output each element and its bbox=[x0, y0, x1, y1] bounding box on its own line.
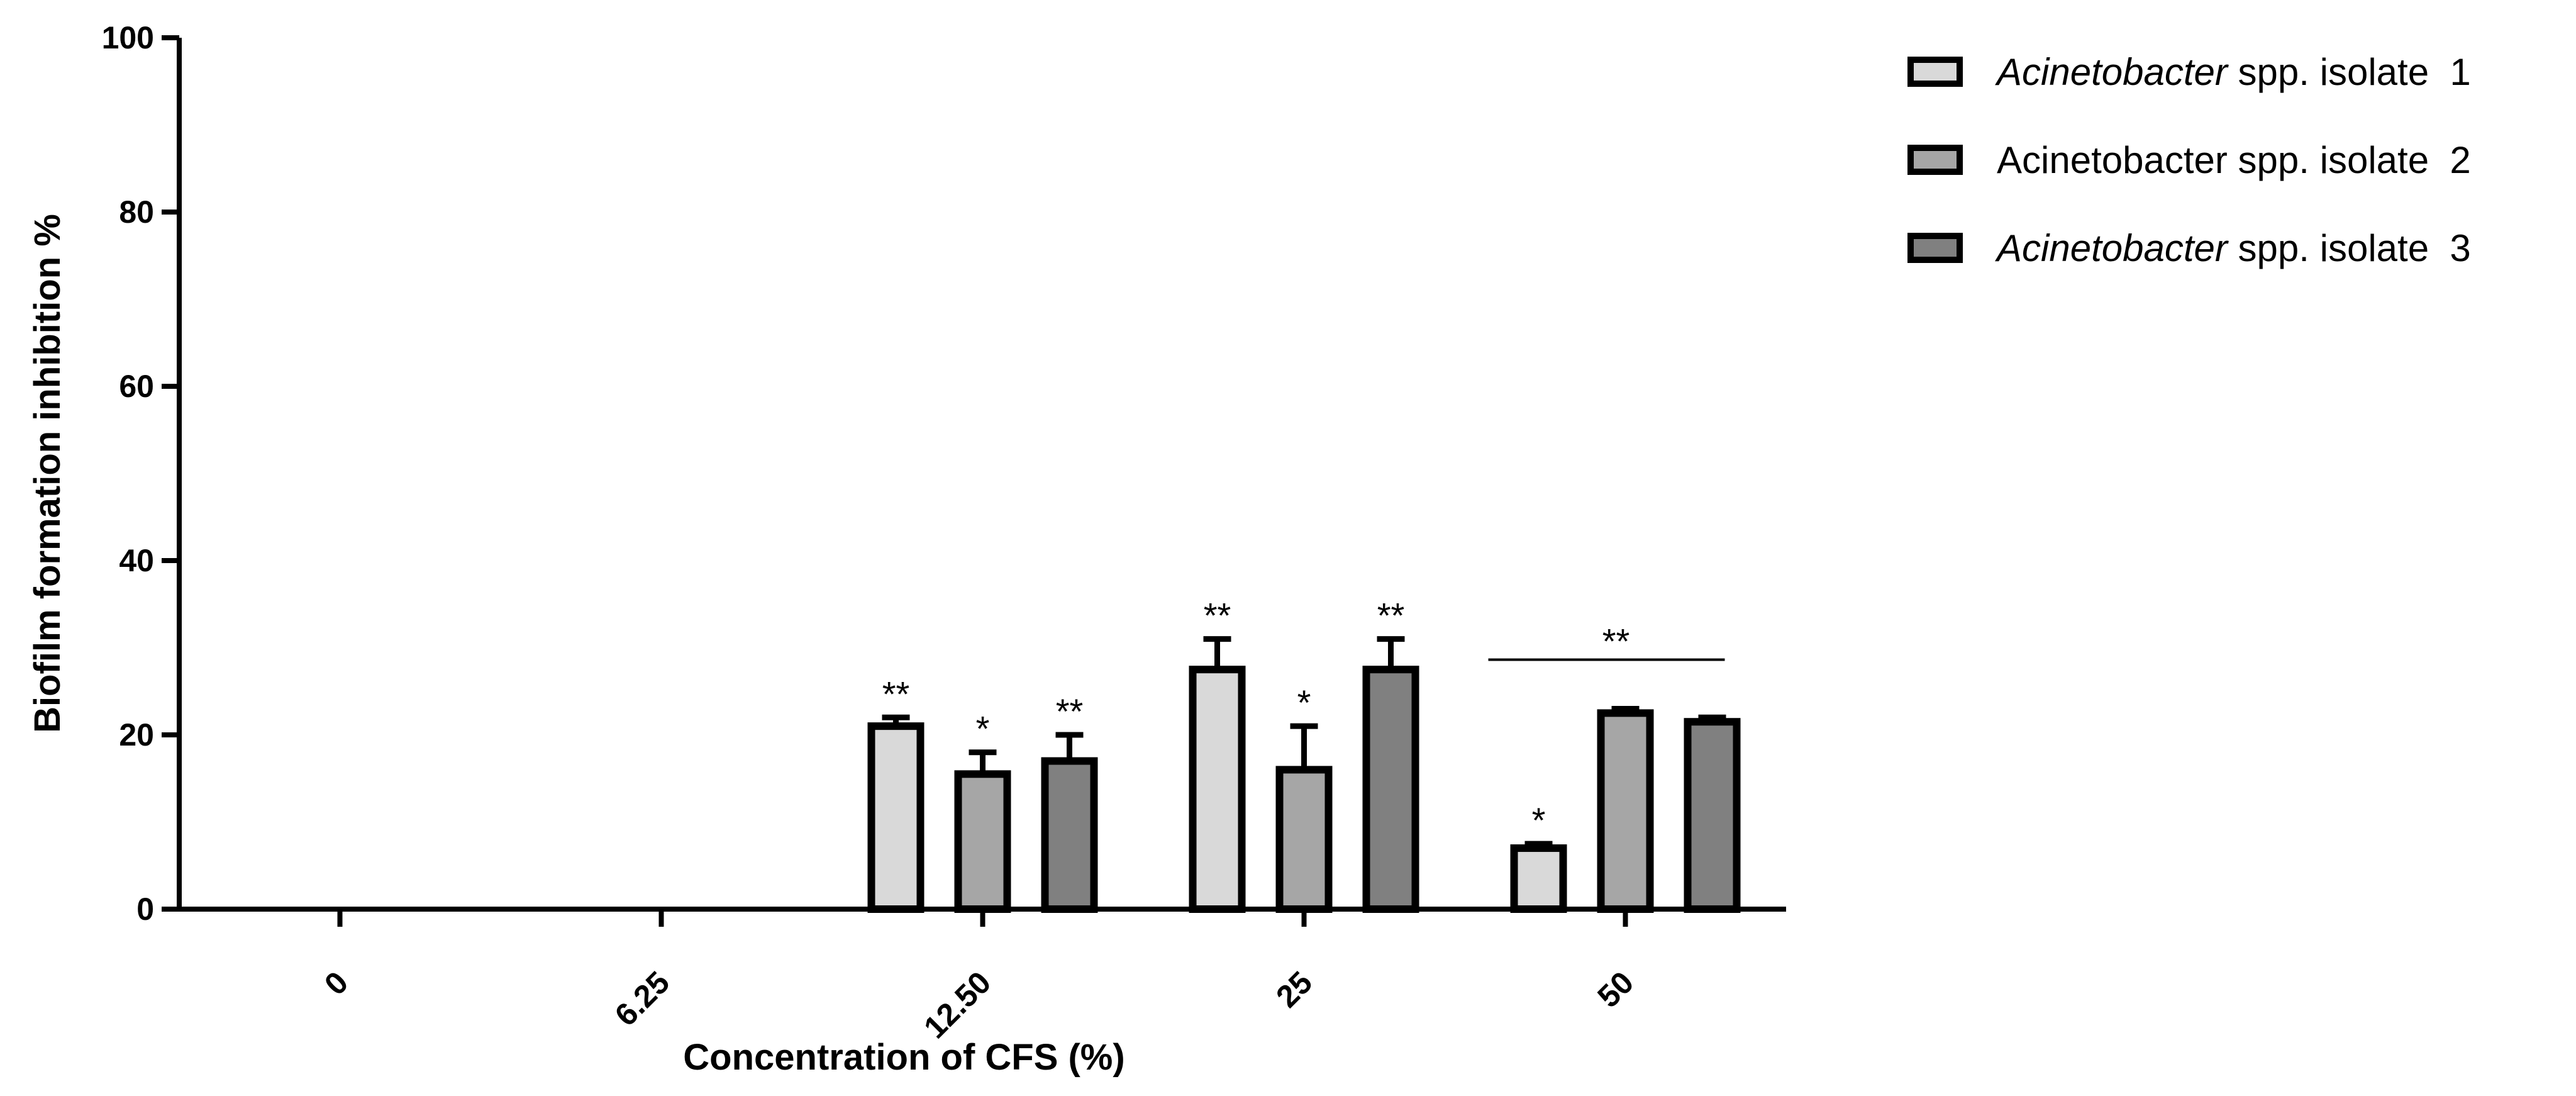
bar bbox=[1684, 718, 1741, 913]
x-axis-title: Concentration of CFS (%) bbox=[683, 1037, 1124, 1078]
significance-label: ** bbox=[1602, 621, 1630, 661]
legend-swatch bbox=[1907, 145, 1963, 175]
significance-label: ** bbox=[1204, 596, 1231, 635]
legend-label-italic: Acinetobacter bbox=[1995, 51, 2229, 93]
legend-label: Acinetobacter spp. isolate 3 bbox=[1995, 227, 2471, 269]
y-tick-label: 40 bbox=[119, 543, 154, 578]
x-tick-label: 6.25 bbox=[608, 965, 676, 1032]
legend-label-italic: Acinetobacter bbox=[1995, 227, 2229, 269]
x-tick-label: 12.50 bbox=[917, 965, 997, 1045]
legend-label: Acinetobacter spp. isolate 2 bbox=[1997, 139, 2471, 181]
bar bbox=[1189, 666, 1246, 913]
y-tick-label: 20 bbox=[119, 717, 154, 752]
legend-label-rest: spp. isolate 3 bbox=[2228, 227, 2471, 269]
bar bbox=[1275, 766, 1333, 914]
significance-label: ** bbox=[1056, 691, 1084, 731]
significance-label: ** bbox=[1377, 596, 1405, 635]
y-tick-label: 60 bbox=[119, 369, 154, 404]
y-axis-title: Biofilm formation inhibition % bbox=[27, 214, 68, 733]
bar bbox=[1597, 709, 1654, 913]
x-tick-label: 50 bbox=[1591, 965, 1640, 1014]
bar bbox=[1041, 757, 1098, 914]
bar bbox=[1510, 844, 1567, 914]
significance-label: ** bbox=[882, 674, 910, 713]
y-tick-label: 0 bbox=[136, 892, 154, 927]
bar bbox=[954, 770, 1011, 913]
bar bbox=[867, 722, 924, 914]
x-tick-label: 25 bbox=[1269, 965, 1319, 1014]
significance-label: * bbox=[1532, 800, 1546, 840]
legend-swatch bbox=[1907, 57, 1963, 87]
significance-label: * bbox=[976, 709, 990, 749]
significance-label: * bbox=[1297, 683, 1311, 722]
legend-label-rest: spp. isolate 1 bbox=[2228, 51, 2471, 93]
bar bbox=[1362, 666, 1419, 913]
y-tick-label: 100 bbox=[102, 20, 154, 55]
y-tick-label: 80 bbox=[119, 194, 154, 230]
legend-swatch bbox=[1907, 233, 1963, 263]
legend-label: Acinetobacter spp. isolate 1 bbox=[1995, 51, 2471, 93]
legend-label-rest: Acinetobacter spp. isolate 2 bbox=[1997, 139, 2471, 181]
x-tick-label: 0 bbox=[318, 965, 355, 1002]
